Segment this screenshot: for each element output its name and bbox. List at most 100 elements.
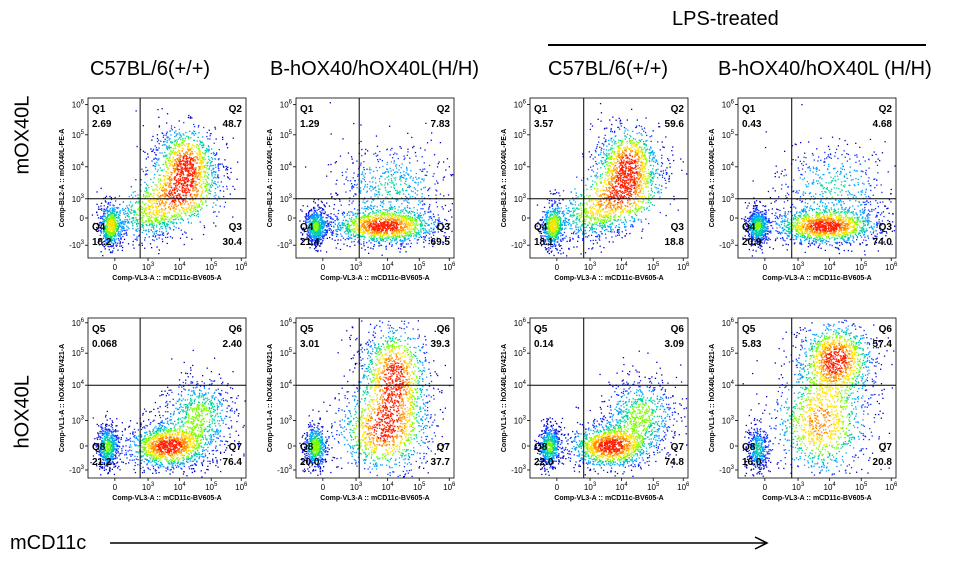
column-header-1: C57BL/6(+/+) [90, 58, 210, 81]
event-dot [397, 235, 399, 237]
event-dot [169, 178, 171, 181]
event-dot [393, 218, 395, 221]
event-dot [159, 194, 162, 196]
event-dot [214, 211, 216, 213]
event-dot [364, 214, 366, 216]
event-dot [212, 168, 214, 170]
event-dot [142, 214, 144, 216]
event-dot [386, 168, 388, 170]
event-dot [155, 226, 157, 228]
event-dot [185, 214, 187, 216]
event-dot [182, 155, 185, 158]
event-dot [439, 142, 442, 144]
event-dot [173, 178, 175, 180]
event-dot [419, 216, 421, 218]
event-dot [359, 219, 362, 221]
event-dot [206, 196, 208, 198]
event-dot [381, 237, 383, 239]
event-dot [202, 192, 204, 194]
event-dot [197, 210, 199, 213]
event-dot [198, 168, 200, 170]
event-dot [225, 144, 228, 146]
event-dot [404, 217, 406, 219]
event-dot [402, 177, 405, 179]
event-dot [194, 204, 196, 206]
event-dot [405, 217, 407, 219]
event-dot [127, 226, 129, 228]
event-dot [161, 223, 163, 225]
event-dot [412, 224, 414, 226]
event-dot [183, 174, 185, 176]
event-dot [366, 214, 369, 217]
event-dot [191, 153, 193, 155]
event-dot [353, 222, 355, 224]
event-dot [415, 234, 417, 237]
event-dot [323, 221, 325, 223]
event-dot [225, 169, 227, 171]
event-dot [420, 228, 422, 230]
event-dot [166, 223, 168, 225]
event-dot [162, 190, 164, 192]
event-dot [182, 189, 184, 191]
event-dot [181, 186, 183, 188]
event-dot [162, 174, 165, 177]
event-dot [188, 150, 190, 152]
event-dot [414, 237, 416, 240]
event-dot [158, 181, 160, 183]
event-dot [424, 222, 427, 224]
event-dot [126, 205, 128, 207]
event-dot [202, 143, 205, 145]
event-dot [376, 206, 378, 208]
event-dot [401, 226, 403, 229]
event-dot [112, 209, 115, 211]
event-dot [424, 239, 427, 242]
event-dot [352, 233, 354, 235]
event-dot [99, 217, 102, 219]
event-dot [165, 230, 167, 232]
event-dot [351, 224, 353, 226]
event-dot [168, 211, 170, 213]
event-dot [200, 166, 202, 168]
event-dot [321, 242, 323, 244]
event-dot [163, 212, 165, 214]
event-dot [341, 235, 343, 237]
event-dot [201, 144, 204, 147]
event-dot [215, 183, 217, 186]
event-dot [398, 229, 400, 231]
event-dot [153, 197, 155, 199]
event-dot [388, 242, 391, 244]
event-dot [398, 206, 400, 208]
event-dot [354, 238, 356, 241]
event-dot [173, 153, 175, 155]
event-dot [406, 227, 408, 229]
event-dot [430, 217, 433, 219]
event-dot [145, 207, 147, 209]
event-dot [167, 177, 169, 180]
event-dot [183, 183, 185, 185]
event-dot [99, 225, 101, 227]
event-dot [401, 235, 404, 237]
event-dot [375, 209, 377, 212]
event-dot [157, 209, 160, 212]
event-dot [174, 179, 176, 181]
event-dot [142, 224, 144, 227]
event-dot [110, 223, 112, 225]
event-dot [126, 234, 128, 236]
event-dot [157, 205, 160, 207]
event-dot [225, 167, 228, 170]
event-dot [314, 229, 316, 231]
event-dot [370, 222, 372, 224]
event-dot [305, 222, 307, 224]
event-dot [393, 234, 395, 236]
event-dot [151, 205, 153, 207]
event-dot [207, 145, 210, 147]
event-dot [185, 177, 187, 179]
event-dot [308, 229, 310, 231]
event-dot [123, 212, 125, 214]
event-dot [451, 216, 453, 218]
event-dot [144, 196, 146, 199]
event-dot [434, 221, 436, 223]
event-dot [156, 161, 158, 163]
event-dot [120, 229, 122, 231]
event-dot [213, 142, 215, 144]
